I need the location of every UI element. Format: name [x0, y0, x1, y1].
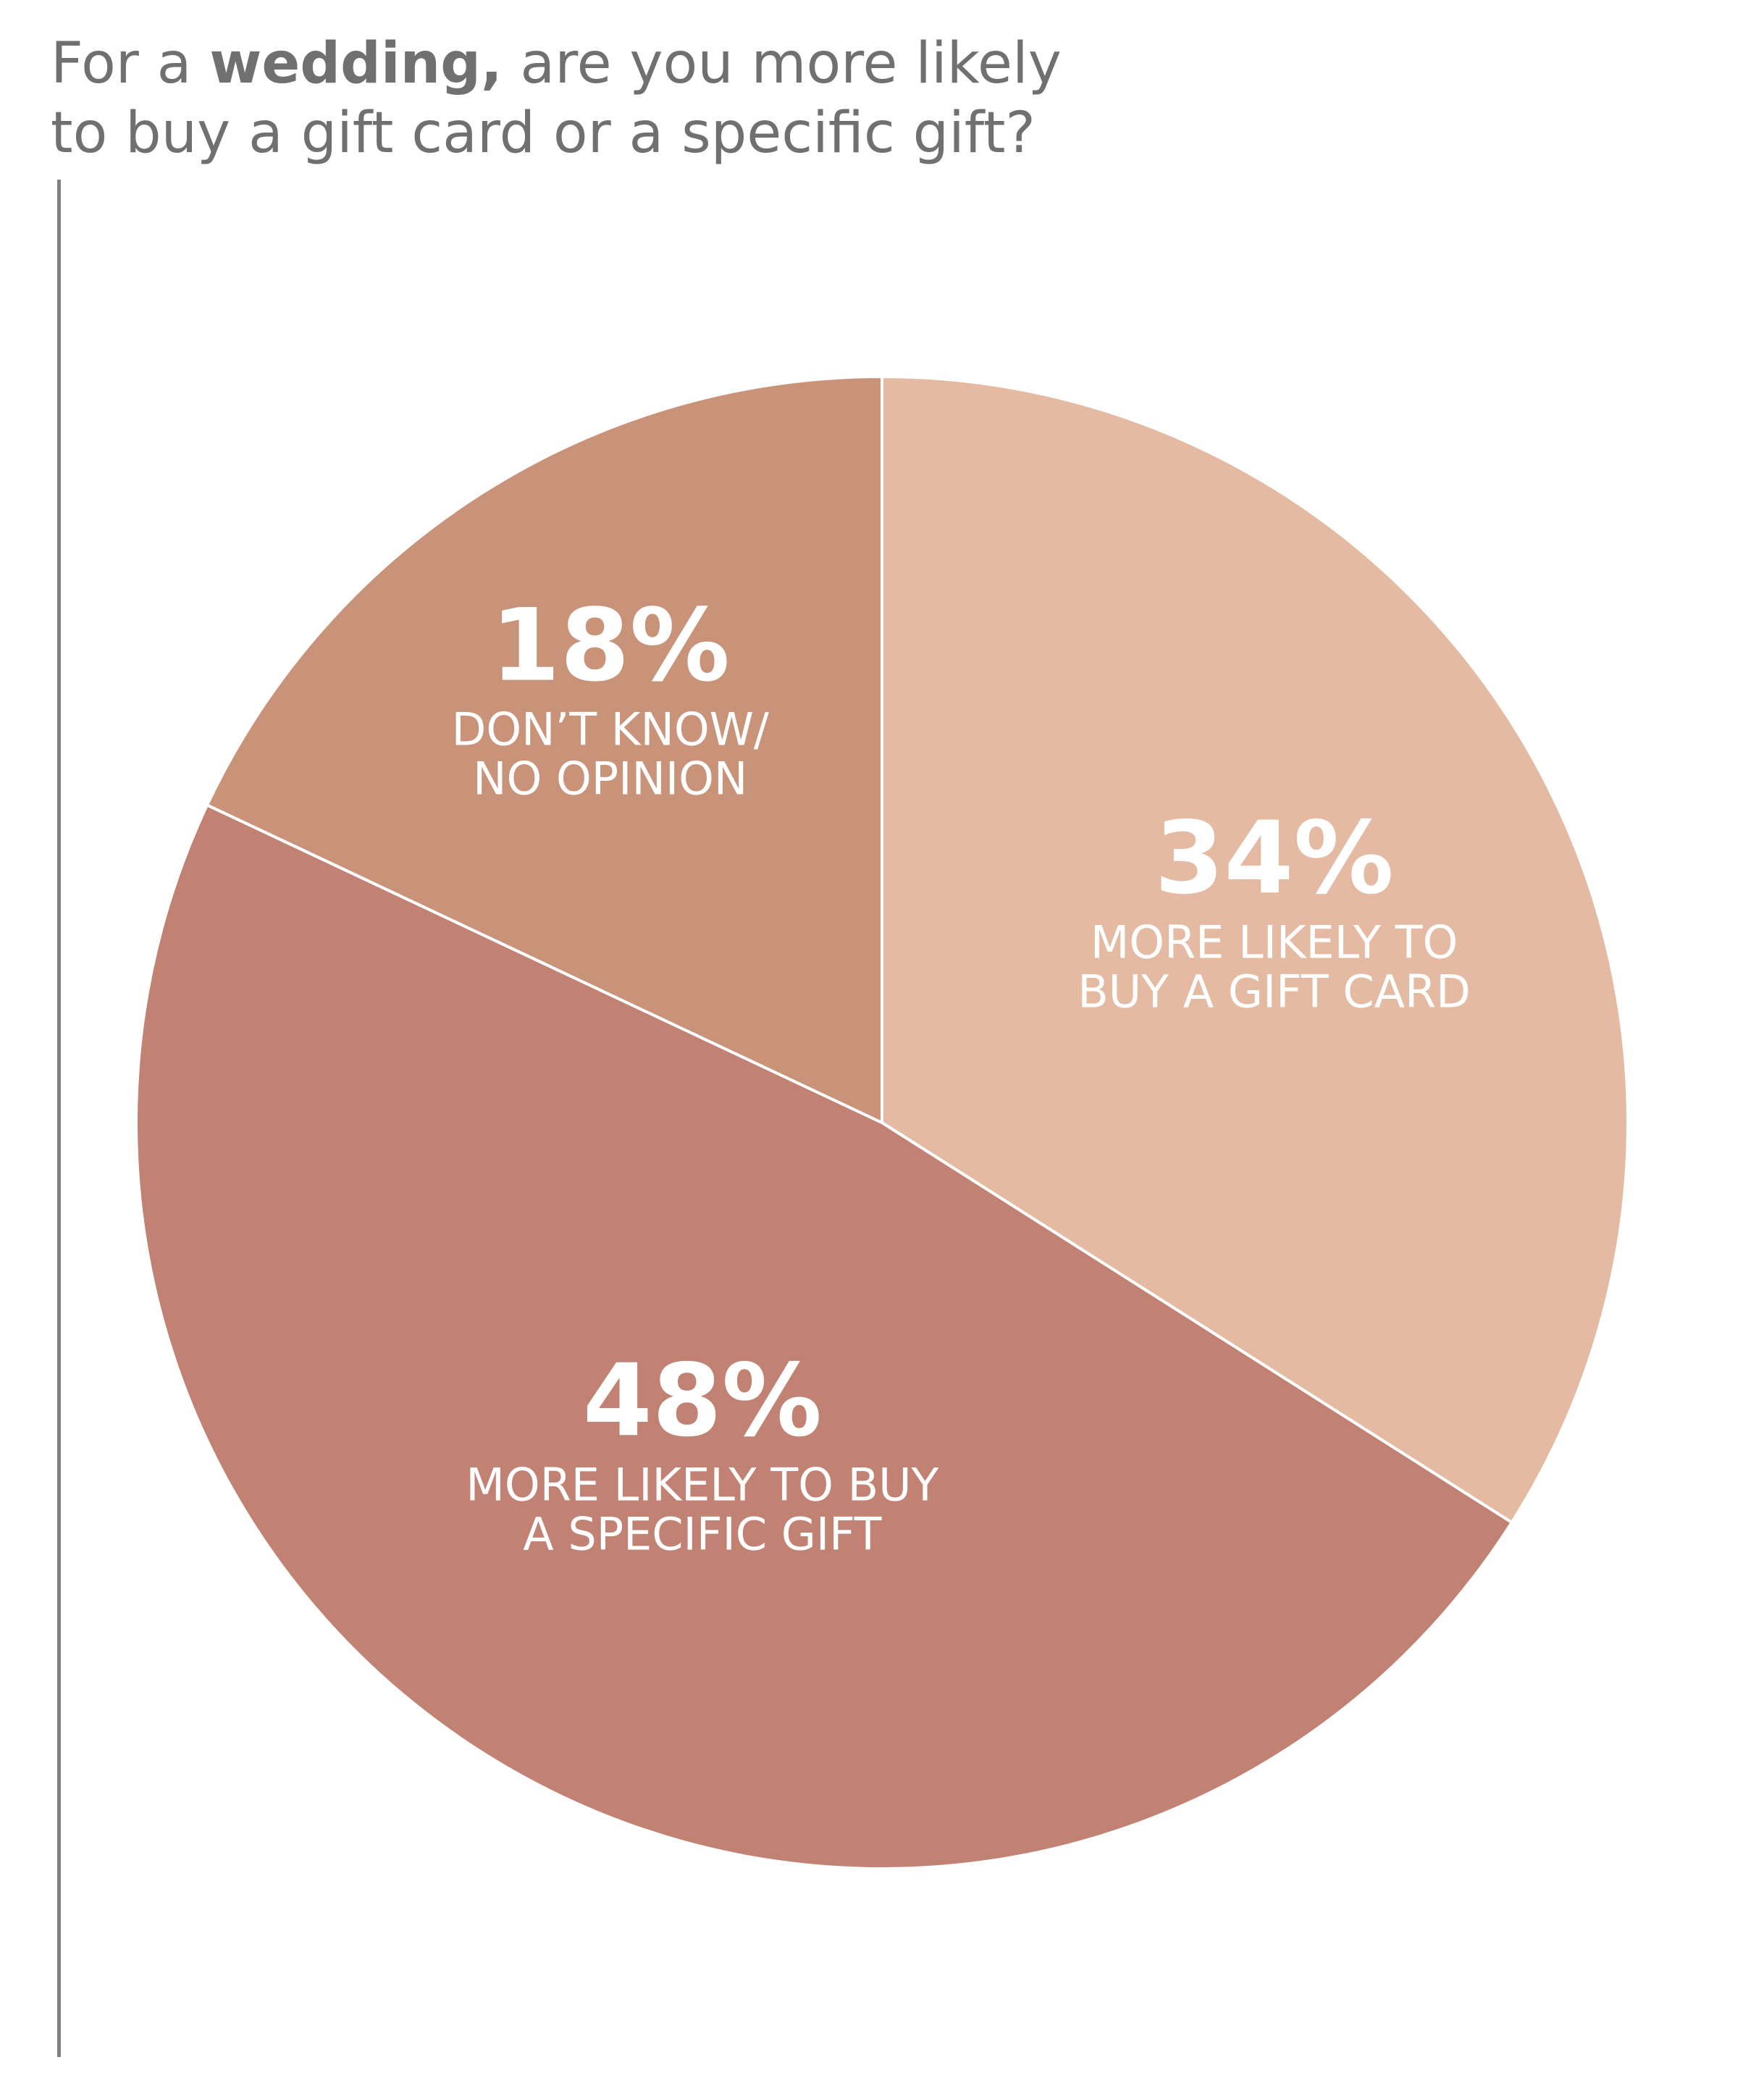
title-text-emphasis: wedding, — [209, 31, 503, 96]
title-text-pre: For a — [51, 31, 210, 96]
slice-category-label-3-line-1: DON’T KNOW/ — [452, 703, 769, 756]
pie-slice-1 — [881, 375, 1630, 1524]
chart-title-line-2: to buy a gift card or a specific gift? — [51, 101, 1036, 166]
pie-slices — [135, 375, 1630, 1871]
slice-value-label-1: 34% — [1154, 800, 1393, 916]
slice-category-label-2-line-2: A SPECIFIC GIFT — [523, 1507, 882, 1560]
pie-slice-3 — [206, 375, 883, 1124]
title-text-post: are you more likely — [502, 31, 1062, 96]
chart-title: For a wedding, are you more likely to bu… — [51, 29, 1644, 168]
slice-category-label-1-line-2: BUY A GIFT CARD — [1078, 965, 1471, 1018]
slice-category-label-2-line-1: MORE LIKELY TO BUY — [466, 1458, 938, 1511]
slice-value-label-3: 18% — [491, 587, 730, 704]
pie-slice-2 — [135, 803, 1513, 1871]
slice-category-label-3-line-2: NO OPINION — [473, 753, 747, 805]
slice-category-label-1-line-1: MORE LIKELY TO — [1091, 916, 1458, 968]
vertical-rule — [57, 180, 61, 2057]
chart-title-line-1: For a wedding, are you more likely — [51, 29, 1644, 99]
slice-value-label-2: 48% — [583, 1342, 822, 1459]
